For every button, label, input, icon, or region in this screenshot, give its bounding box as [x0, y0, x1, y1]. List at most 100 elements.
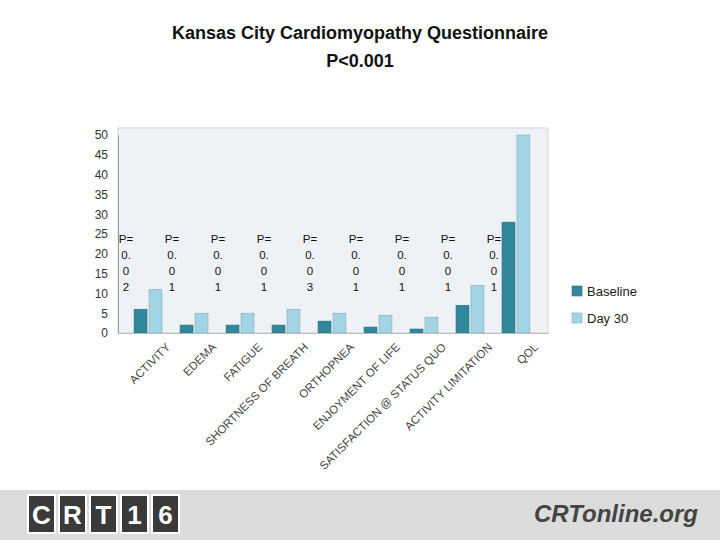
logo-box [90, 495, 117, 533]
logo-box [121, 495, 148, 533]
y-tick-label: 40 [95, 168, 109, 182]
logo-box [59, 495, 86, 533]
x-tick-label: ACTIVITY LIMITATION [403, 341, 495, 433]
x-tick: FATIGUE [222, 333, 265, 383]
annotation: 0. [489, 249, 499, 261]
y-tick-label: 30 [95, 208, 109, 222]
bar [241, 313, 254, 333]
annotation: 0 [353, 265, 359, 277]
bar [379, 315, 392, 333]
y-tick-label: 10 [95, 287, 109, 301]
bar [471, 285, 484, 333]
x-tick-label: EDEMA [181, 341, 219, 379]
y-tick-label: 0 [101, 326, 108, 340]
x-tick-label: QOL [514, 340, 540, 366]
bar [333, 313, 346, 333]
bar [149, 289, 162, 333]
y-tick: 30 [95, 208, 118, 222]
bar [134, 309, 147, 333]
annotation: 0. [397, 249, 407, 261]
footer-logo: CRT16 [28, 495, 179, 533]
bar [364, 327, 377, 333]
annotation: 3 [307, 281, 313, 293]
annotation: 0 [445, 265, 451, 277]
y-tick-label: 20 [95, 247, 109, 261]
x-tick: ACTIVITY [127, 333, 172, 386]
plot-background [118, 128, 548, 333]
bar [180, 325, 193, 333]
x-tick-label: SHORTNESS OF BREATH [203, 341, 310, 448]
annotation: 1 [169, 281, 175, 293]
y-tick-label: 35 [95, 188, 109, 202]
bar [272, 325, 285, 333]
annotation: P= [257, 233, 272, 245]
y-tick: 40 [95, 168, 118, 182]
annotation: 0 [169, 265, 175, 277]
y-tick: 10 [95, 287, 118, 301]
footer-band [0, 490, 720, 540]
annotation: 0 [399, 265, 405, 277]
y-axis: 05101520253035404550 [95, 128, 119, 340]
logo-box [28, 495, 55, 533]
bars [134, 135, 530, 333]
bar [425, 317, 438, 333]
y-tick-label: 15 [95, 267, 109, 281]
y-tick: 20 [95, 247, 118, 261]
annotation: P= [165, 233, 180, 245]
x-axis: ACTIVITYEDEMAFATIGUESHORTNESS OF BREATHO… [119, 333, 549, 472]
annotation: 0. [351, 249, 361, 261]
legend-label: Day 30 [587, 311, 628, 326]
x-tick-label: ACTIVITY [127, 341, 172, 386]
title: Kansas City Cardiomyopathy Questionnaire [172, 23, 548, 43]
y-tick: 35 [95, 188, 118, 202]
subtitle: P<0.001 [326, 51, 394, 71]
annotation: 1 [215, 281, 221, 293]
annotation: 0 [123, 265, 129, 277]
annotation: 0. [213, 249, 223, 261]
annotation: 0 [307, 265, 313, 277]
annotation: P= [349, 233, 364, 245]
x-tick: ACTIVITY LIMITATION [403, 333, 495, 432]
x-tick: SHORTNESS OF BREATH [203, 333, 310, 448]
x-tick: QOL [514, 333, 540, 366]
bar [502, 222, 515, 333]
annotation: 2 [123, 281, 129, 293]
bar [517, 135, 530, 333]
bar [226, 325, 239, 333]
y-tick-label: 25 [95, 227, 109, 241]
bar [318, 321, 331, 333]
logo-box [152, 495, 179, 533]
annotation: P= [211, 233, 226, 245]
annotation: 1 [261, 281, 267, 293]
chart: Kansas City Cardiomyopathy Questionnaire… [0, 0, 720, 540]
x-tick: EDEMA [181, 333, 219, 378]
annotation: 0 [215, 265, 221, 277]
y-tick-label: 45 [95, 148, 109, 162]
annotation: 0. [259, 249, 269, 261]
annotation: 1 [353, 281, 359, 293]
annotation: P= [441, 233, 456, 245]
annotation: P= [303, 233, 318, 245]
y-tick: 25 [95, 227, 118, 241]
x-tick-label: FATIGUE [222, 341, 265, 384]
bar [456, 305, 469, 333]
y-tick: 0 [101, 326, 118, 340]
annotation: P= [119, 233, 134, 245]
y-tick: 5 [101, 307, 118, 321]
bar [287, 309, 300, 333]
bar [195, 313, 208, 333]
annotation: P= [487, 233, 502, 245]
annotation: 1 [491, 281, 497, 293]
footer-left: CRT16 [32, 500, 173, 530]
legend-label: Baseline [587, 284, 637, 299]
legend-swatch [572, 286, 582, 296]
x-axis-line [119, 333, 549, 334]
x-tick-label: ENJOYMENT OF LIFE [311, 341, 403, 433]
footer-right: CRTonline.org [534, 500, 698, 527]
annotation: 0. [443, 249, 453, 261]
y-tick: 15 [95, 267, 118, 281]
annotation: 1 [445, 281, 451, 293]
annotation: 0. [121, 249, 131, 261]
annotation: P= [395, 233, 410, 245]
annotations: P= 0. 0 2 P= 0. 0 1 P= 0. 0 1 P= 0. 0 1 P= 0. 0 3 P= 0. 0 1 P= 0.… [119, 233, 502, 293]
